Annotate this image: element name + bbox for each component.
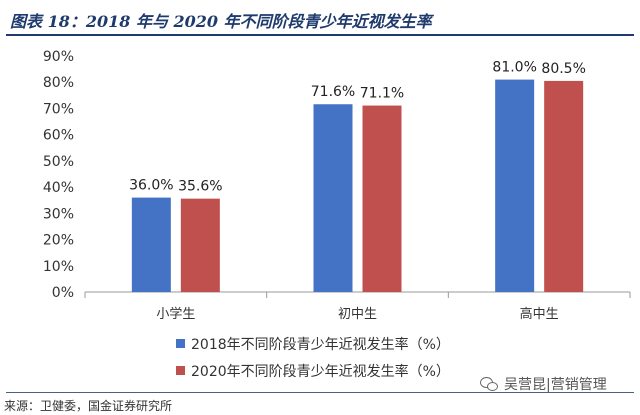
x-category-label: 初中生 bbox=[338, 307, 377, 322]
y-tick-label: 90% bbox=[43, 49, 74, 65]
bar-2018 bbox=[131, 197, 171, 292]
data-label: 71.1% bbox=[360, 86, 404, 102]
x-category-label: 高中生 bbox=[520, 306, 559, 322]
x-category-label: 小学生 bbox=[156, 306, 195, 322]
watermark-text: 吴营昆|营销管理 bbox=[504, 377, 607, 393]
bar-2018 bbox=[313, 104, 353, 292]
y-tick-label: 70% bbox=[43, 101, 74, 117]
watermark: 吴营昆|营销管理 bbox=[480, 374, 607, 394]
y-tick-label: 50% bbox=[43, 154, 74, 170]
data-label: 71.6% bbox=[311, 84, 355, 100]
data-label: 36.0% bbox=[129, 178, 173, 194]
y-tick-label: 30% bbox=[43, 206, 74, 222]
figure-title: 图表 18：2018 年与 2020 年不同阶段青少年近视发生率 bbox=[10, 12, 432, 31]
legend-swatch bbox=[176, 366, 185, 375]
bar-2020 bbox=[362, 105, 402, 292]
legend-swatch bbox=[176, 339, 185, 348]
wechat-icon bbox=[480, 377, 498, 391]
legend-label: 2020年不同阶段青少年近视发生率（%） bbox=[191, 363, 450, 380]
y-tick-label: 60% bbox=[43, 128, 74, 144]
data-label: 35.6% bbox=[178, 179, 222, 195]
y-tick-label: 0% bbox=[52, 285, 74, 301]
y-tick-label: 20% bbox=[43, 233, 74, 249]
data-label: 81.0% bbox=[492, 60, 536, 76]
bar-2020 bbox=[544, 80, 584, 293]
data-label: 80.5% bbox=[541, 61, 585, 77]
legend-label: 2018年不同阶段青少年近视发生率（%） bbox=[191, 336, 450, 353]
bottom-rule bbox=[6, 392, 634, 393]
bar-2018 bbox=[495, 79, 535, 292]
bar-2020 bbox=[180, 198, 220, 292]
y-tick-label: 80% bbox=[43, 75, 74, 91]
y-tick-label: 40% bbox=[43, 180, 74, 196]
y-tick-label: 10% bbox=[43, 259, 74, 275]
title-rule bbox=[6, 34, 634, 36]
source-note: 来源：卫健委，国金证券研究所 bbox=[4, 399, 173, 413]
